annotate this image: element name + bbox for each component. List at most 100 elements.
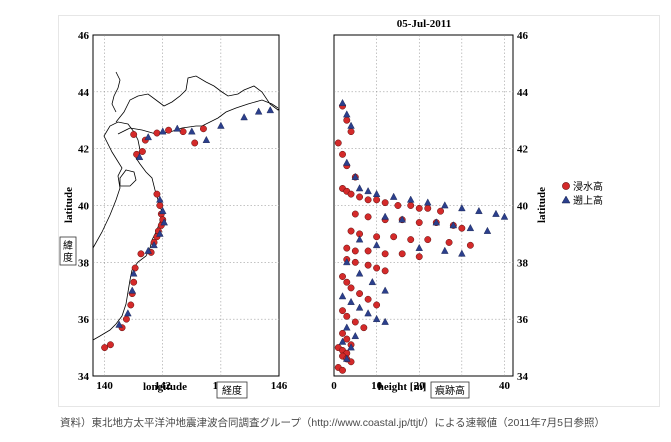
height-point-circle bbox=[347, 190, 355, 198]
map-xlabel-ja-box: 経度 bbox=[216, 381, 248, 399]
height-point-triangle bbox=[355, 303, 364, 311]
map-point-triangle bbox=[217, 121, 225, 129]
height-point-circle bbox=[343, 312, 351, 320]
height-point-circle bbox=[356, 193, 364, 201]
map-point-triangle bbox=[128, 286, 136, 294]
height-point-triangle bbox=[355, 269, 364, 277]
height-point-triangle bbox=[372, 189, 381, 197]
map-point-circle bbox=[106, 341, 114, 349]
height-point-circle bbox=[415, 219, 423, 227]
height-point-circle bbox=[343, 244, 351, 252]
map-point-triangle bbox=[156, 229, 164, 237]
map-point-triangle bbox=[188, 127, 196, 135]
height-point-triangle bbox=[398, 215, 406, 223]
height-point-circle bbox=[364, 196, 372, 204]
map-x-tick: 142 bbox=[155, 380, 172, 392]
height-point-triangle bbox=[475, 206, 483, 214]
legend-marker-triangle bbox=[561, 195, 571, 204]
map-points bbox=[101, 106, 275, 352]
height-point-triangle bbox=[458, 204, 466, 212]
height-point-circle bbox=[415, 204, 423, 212]
height-point-circle bbox=[445, 238, 453, 246]
map-point-triangle bbox=[135, 152, 144, 160]
height-point-circle bbox=[424, 236, 432, 244]
map-x-tick: 140 bbox=[96, 380, 113, 392]
height-axes bbox=[333, 34, 514, 377]
map-point-circle bbox=[130, 131, 138, 138]
legend-label-1: 浸水高 bbox=[573, 180, 603, 193]
height-y-tick: 34 bbox=[517, 371, 529, 383]
height-y-tick: 42 bbox=[517, 144, 529, 156]
map-y-tick: 34 bbox=[78, 371, 90, 383]
height-point-circle bbox=[373, 196, 381, 204]
height-point-triangle bbox=[415, 243, 423, 251]
map-point-triangle bbox=[115, 320, 123, 328]
map-point-triangle bbox=[266, 106, 275, 114]
height-point-triangle bbox=[351, 172, 360, 180]
height-point-circle bbox=[364, 261, 372, 269]
height-point-circle bbox=[351, 258, 359, 266]
height-point-circle bbox=[339, 150, 346, 158]
height-y-tick: 44 bbox=[517, 87, 529, 99]
map-point-circle bbox=[130, 278, 138, 286]
map-grid bbox=[93, 35, 279, 376]
height-point-circle bbox=[334, 139, 342, 147]
height-point-circle bbox=[360, 324, 368, 332]
map-point-triangle bbox=[173, 124, 182, 132]
map-y-tick: 38 bbox=[78, 257, 90, 269]
height-point-circle bbox=[356, 290, 364, 298]
height-y-tick-labels: 34 36 38 40 42 44 46 bbox=[517, 30, 529, 383]
height-point-circle bbox=[381, 250, 389, 258]
height-point-triangle bbox=[458, 249, 466, 257]
height-point-circle bbox=[347, 128, 355, 136]
height-point-circle bbox=[466, 241, 474, 249]
height-point-triangle bbox=[338, 98, 347, 107]
height-xlabel: height [m] bbox=[378, 381, 427, 393]
height-y-tick: 40 bbox=[517, 201, 529, 213]
height-point-triangle bbox=[343, 323, 351, 331]
map-point-triangle bbox=[160, 218, 168, 226]
height-point-circle bbox=[373, 233, 381, 241]
height-point-triangle bbox=[492, 209, 500, 217]
height-x-tick: 40 bbox=[499, 380, 511, 392]
height-point-triangle bbox=[347, 297, 355, 305]
height-point-triangle bbox=[364, 187, 372, 195]
map-point-triangle bbox=[144, 246, 152, 254]
height-point-circle bbox=[424, 204, 432, 212]
height-point-triangle bbox=[466, 224, 475, 232]
height-point-triangle bbox=[355, 184, 364, 192]
map-point-circle bbox=[179, 128, 187, 136]
source-caption: 資料）東北地方太平洋沖地震津波合同調査グループ（http://www.coast… bbox=[60, 417, 605, 429]
height-point-triangle bbox=[441, 201, 449, 209]
height-y-tick: 46 bbox=[517, 30, 529, 42]
height-point-circle bbox=[351, 247, 359, 255]
map-point-triangle bbox=[150, 241, 158, 249]
map-point-circle bbox=[138, 148, 146, 155]
map-point-triangle bbox=[124, 309, 132, 317]
map-point-triangle bbox=[159, 127, 167, 135]
map-point-triangle bbox=[159, 206, 167, 214]
height-point-circle bbox=[339, 366, 346, 374]
height-point-triangle bbox=[381, 286, 389, 294]
map-y-tick: 40 bbox=[78, 201, 90, 213]
map-ylabel-ja-box: 緯 度 bbox=[59, 236, 77, 266]
height-point-triangle bbox=[351, 331, 360, 340]
height-point-circle bbox=[364, 247, 372, 255]
height-point-triangle bbox=[347, 343, 355, 351]
height-point-circle bbox=[339, 273, 346, 280]
height-point-circle bbox=[347, 227, 355, 235]
map-point-triangle bbox=[129, 269, 138, 277]
height-point-triangle bbox=[343, 354, 351, 362]
map-point-triangle bbox=[144, 133, 152, 141]
map-y-tick: 44 bbox=[78, 87, 90, 99]
height-point-triangle bbox=[432, 218, 441, 226]
height-point-circle bbox=[343, 116, 351, 124]
height-point-triangle bbox=[347, 121, 355, 129]
height-point-triangle bbox=[381, 212, 389, 220]
height-point-triangle bbox=[389, 192, 398, 200]
map-ylabel-ja-char-2: 度 bbox=[63, 251, 73, 264]
height-point-triangle bbox=[343, 258, 351, 266]
map-point-circle bbox=[101, 344, 109, 352]
